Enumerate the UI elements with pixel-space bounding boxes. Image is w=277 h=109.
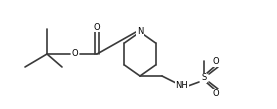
Text: S: S [201,73,207,83]
Text: N: N [137,27,143,37]
Text: O: O [213,89,219,99]
Text: NH: NH [176,82,188,90]
Text: O: O [213,58,219,66]
Text: O: O [72,49,78,59]
Text: O: O [94,22,100,32]
